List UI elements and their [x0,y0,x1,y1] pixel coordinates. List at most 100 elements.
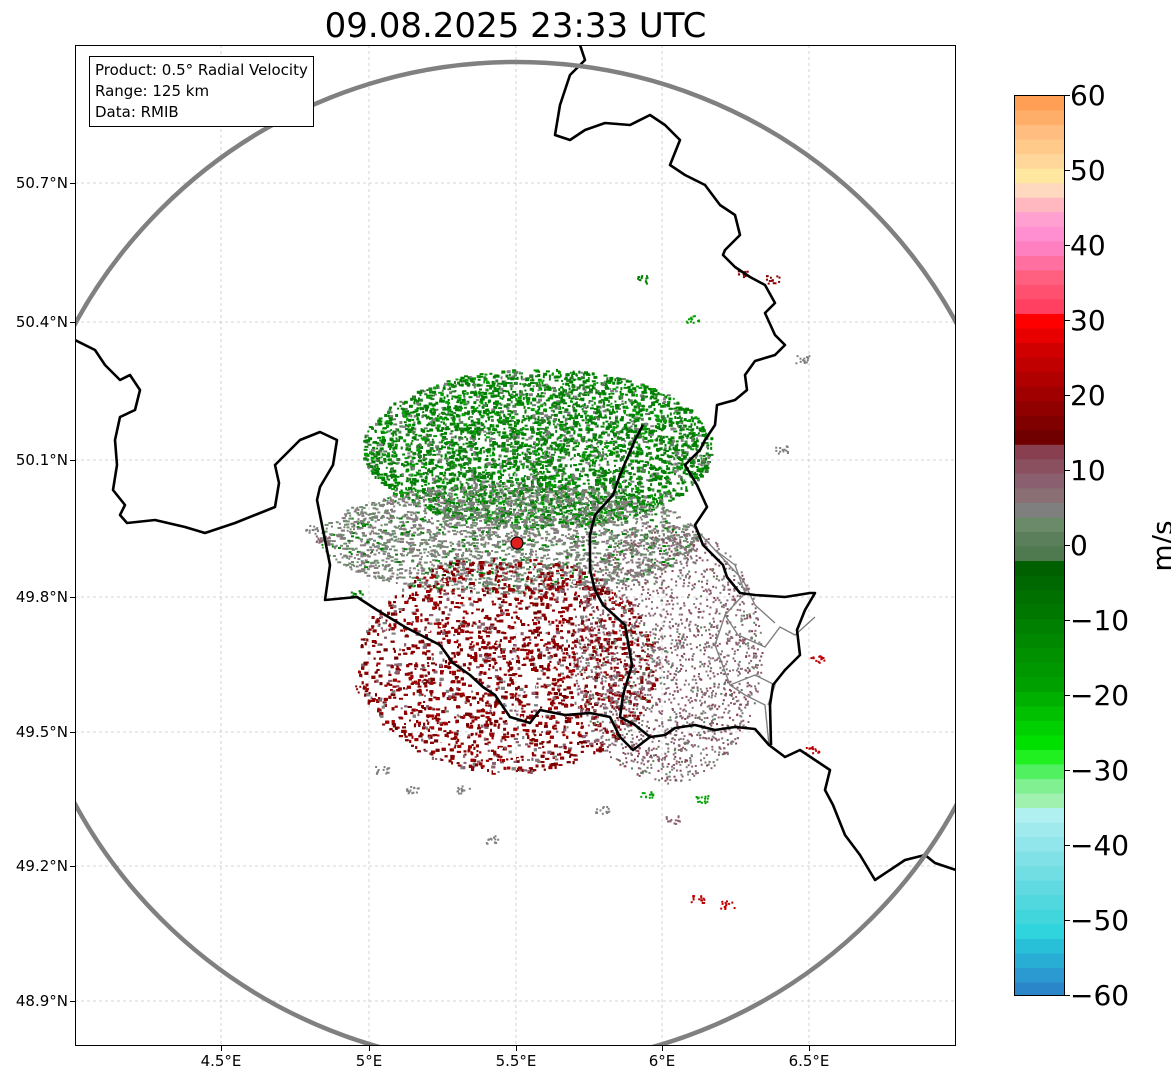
colorbar-band [1015,880,1064,896]
colorbar-band [1015,837,1064,853]
lat-tick [70,322,75,323]
colorbar-band [1015,357,1064,373]
colorbar-band [1015,197,1064,213]
colorbar-band [1015,793,1064,809]
colorbar-band [1015,270,1064,286]
lat-tick [70,183,75,184]
colorbar-band [1015,488,1064,504]
plot-title: 09.08.2025 23:33 UTC [324,6,707,46]
colorbar-label-50: 50 [1070,154,1106,187]
colorbar-label-m30: −30 [1070,754,1130,787]
colorbar-band [1015,808,1064,824]
colorbar-tick [1065,695,1070,696]
radar-range-ring [75,59,956,1046]
colorbar-band [1015,967,1064,984]
colorbar-band [1015,328,1064,344]
colorbar-band [1015,110,1064,126]
colorbar-band [1015,677,1064,693]
info-data-source: Data: RMIB [95,103,179,121]
colorbar-band [1015,735,1064,751]
lat-tick [70,460,75,461]
colorbar-band [1015,444,1064,460]
colorbar-tick [1065,470,1070,471]
colorbar-tick [1065,245,1070,246]
colorbar-band [1015,372,1064,388]
colorbar-band [1015,561,1064,577]
colorbar-band [1015,531,1064,548]
lat-label-49-5: 49.5°N [15,723,68,741]
colorbar-band [1015,125,1064,141]
colorbar-band [1015,822,1064,838]
colorbar-band [1015,546,1064,562]
colorbar-band [1015,139,1064,155]
lat-label-50-7: 50.7°N [15,174,68,192]
colorbar-band [1015,212,1064,228]
colorbar-label-m10: −10 [1070,604,1130,637]
colorbar-tick [1065,920,1070,921]
colorbar-band [1015,953,1064,969]
colorbar-band [1015,619,1064,635]
lat-tick [70,866,75,867]
colorbar-gradient [1015,96,1064,995]
national-borders [75,45,956,882]
colorbar-band [1015,662,1064,678]
colorbar-band [1015,982,1064,995]
colorbar-band [1015,648,1064,664]
colorbar-tick [1065,170,1070,171]
colorbar-band [1015,517,1064,533]
info-box: Product: 0.5° Radial Velocity Range: 125… [89,56,314,127]
colorbar-band [1015,924,1064,940]
lat-tick [70,732,75,733]
lat-label-49-8: 49.8°N [15,588,68,606]
colorbar-tick [1065,395,1070,396]
colorbar-band [1015,96,1064,112]
colorbar-band [1015,255,1064,271]
lon-tick [809,1046,810,1051]
colorbar-band [1015,909,1064,925]
colorbar-band [1015,749,1064,766]
colorbar-band [1015,895,1064,911]
colorbar-label-m50: −50 [1070,904,1130,937]
colorbar-label-20: 20 [1070,379,1106,412]
lon-tick [369,1046,370,1051]
colorbar-band [1015,241,1064,257]
colorbar-band [1015,183,1064,199]
lat-label-49-2: 49.2°N [15,857,68,875]
colorbar-band [1015,299,1064,315]
colorbar-band [1015,313,1064,330]
colorbar-band [1015,430,1064,446]
lat-tick [70,597,75,598]
colorbar-band [1015,459,1064,475]
colorbar-tick [1065,620,1070,621]
lon-label-4-5: 4.5°E [200,1052,242,1070]
colorbar-band [1015,575,1064,591]
radar-map[interactable] [75,45,956,1046]
colorbar-band [1015,779,1064,795]
colorbar-label-60: 60 [1070,79,1106,112]
colorbar-band [1015,473,1064,489]
colorbar-band [1015,720,1064,737]
colorbar-label-0: 0 [1070,529,1088,562]
lat-tick [70,1001,75,1002]
colorbar-band [1015,691,1064,707]
colorbar-unit: m/s [1146,520,1171,572]
lon-label-6: 6°E [648,1052,676,1070]
colorbar-label-40: 40 [1070,229,1106,262]
colorbar-band [1015,851,1064,867]
colorbar-band [1015,604,1064,620]
radar-site-marker[interactable] [510,536,524,550]
map-svg [75,45,956,1046]
lat-label-50-1: 50.1°N [15,451,68,469]
colorbar-label-m20: −20 [1070,679,1130,712]
velocity-echoes [305,270,826,910]
colorbar-band [1015,633,1064,649]
info-product: Product: 0.5° Radial Velocity [95,61,308,79]
colorbar-label-m40: −40 [1070,829,1130,862]
colorbar-band [1015,590,1064,606]
lon-tick [221,1046,222,1051]
colorbar-label-10: 10 [1070,454,1106,487]
colorbar-tick [1065,770,1070,771]
colorbar-band [1015,866,1064,882]
lon-tick [516,1046,517,1051]
velocity-colorbar [1014,95,1065,996]
